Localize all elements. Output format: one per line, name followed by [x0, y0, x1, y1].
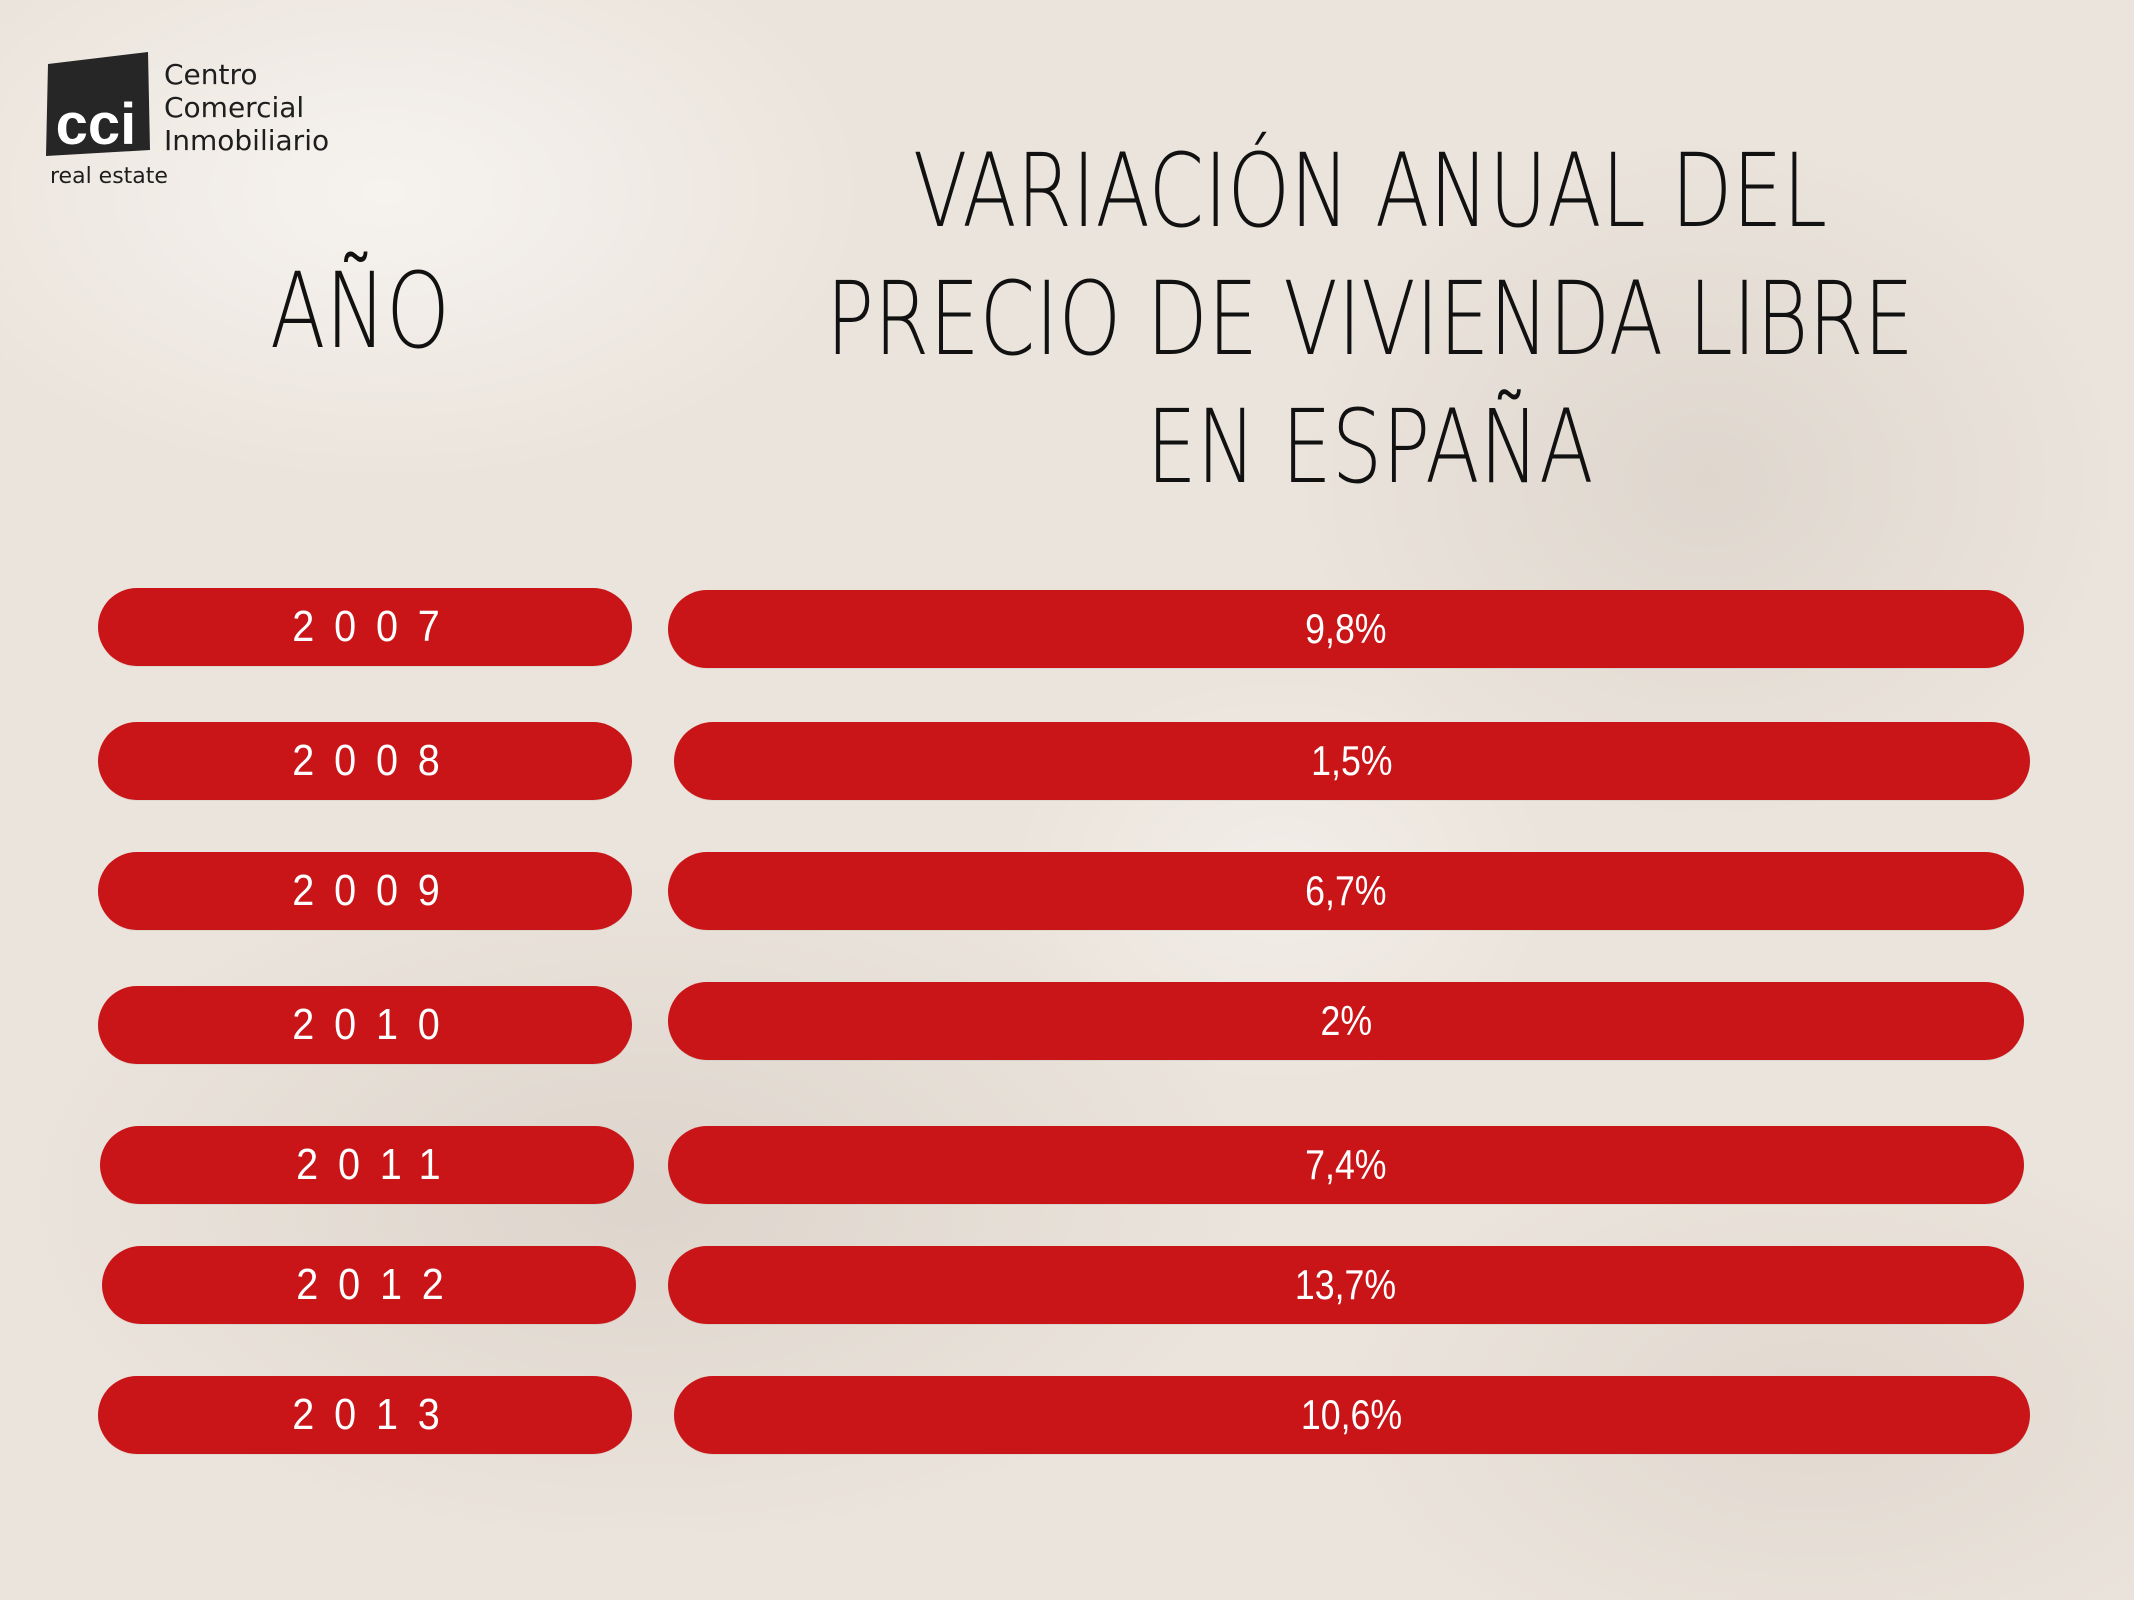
title-line-2: PRECIO DE VIVIENDA LIBRE: [826, 260, 1914, 379]
title-line-1: VARIACIÓN ANUAL DEL: [912, 132, 1828, 251]
logo-line-1: Centro: [164, 58, 258, 91]
year-pill-2013: 2013: [98, 1376, 632, 1454]
year-label: 2009: [292, 866, 460, 915]
page-title: VARIACIÓN ANUAL DEL PRECIO DE VIVIENDA L…: [816, 128, 1924, 512]
cci-logo-icon: cci: [46, 52, 150, 157]
value-pill-2011: 7,4%: [668, 1126, 2024, 1204]
year-pill-2008: 2008: [98, 722, 632, 800]
year-label: 2013: [292, 1390, 460, 1439]
year-label: 2007: [292, 602, 460, 651]
title-line-3: EN ESPAÑA: [1146, 388, 1594, 507]
year-label: 2010: [292, 1000, 460, 1049]
value-label: 10,6%: [1301, 1391, 1403, 1438]
year-pill-2007: 2007: [98, 588, 632, 666]
year-label: 2011: [295, 1140, 461, 1189]
value-pill-2010: 2%: [668, 982, 2024, 1060]
logo-line-3: Inmobiliario: [164, 124, 330, 157]
logo-line-2: Comercial: [164, 91, 305, 124]
value-label: 6,7%: [1305, 867, 1387, 914]
value-pill-2009: 6,7%: [668, 852, 2024, 930]
year-pill-2009: 2009: [98, 852, 632, 930]
year-pill-2011: 2011: [100, 1126, 634, 1204]
company-logo: cci Centro Comercial Inmobiliario real e…: [44, 52, 364, 192]
value-label: 13,7%: [1295, 1261, 1397, 1308]
value-pill-2007: 9,8%: [668, 590, 2024, 668]
logo-wordmark: Centro Comercial Inmobiliario: [164, 58, 329, 157]
value-label: 1,5%: [1311, 737, 1393, 784]
value-pill-2012: 13,7%: [668, 1246, 2024, 1324]
year-column-heading: AÑO: [269, 250, 451, 372]
value-label: 2%: [1320, 997, 1372, 1044]
year-pill-2010: 2010: [98, 986, 632, 1064]
value-pill-2008: 1,5%: [674, 722, 2030, 800]
year-pill-2012: 2012: [102, 1246, 636, 1324]
logo-subtitle: real estate: [50, 164, 168, 189]
value-pill-2013: 10,6%: [674, 1376, 2030, 1454]
year-label: 2012: [296, 1260, 464, 1309]
year-label: 2008: [292, 736, 460, 785]
value-label: 7,4%: [1305, 1141, 1387, 1188]
logo-mark-text: cci: [56, 92, 137, 157]
value-label: 9,8%: [1305, 605, 1387, 652]
